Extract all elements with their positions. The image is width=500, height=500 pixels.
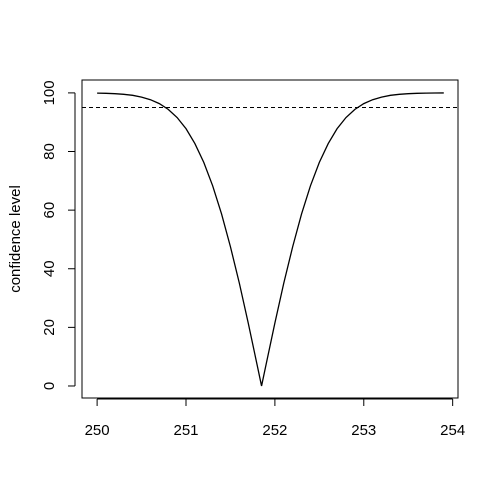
plot-frame: [81, 79, 459, 399]
data-line: [97, 92, 444, 387]
y-tick-label: 60: [41, 202, 58, 219]
y-tick-label: 100: [41, 80, 58, 105]
x-tick-label: 251: [173, 422, 198, 439]
y-tick-label: 40: [41, 260, 58, 277]
y-axis-label: confidence level: [7, 185, 24, 293]
y-tick-label: 80: [41, 143, 58, 160]
x-tick-label: 254: [440, 422, 465, 439]
x-tick-label: 250: [85, 422, 110, 439]
y-tick-label: 20: [41, 319, 58, 336]
x-tick-label: 252: [262, 422, 287, 439]
y-tick-label: 0: [41, 382, 58, 390]
x-tick-label: 253: [351, 422, 376, 439]
